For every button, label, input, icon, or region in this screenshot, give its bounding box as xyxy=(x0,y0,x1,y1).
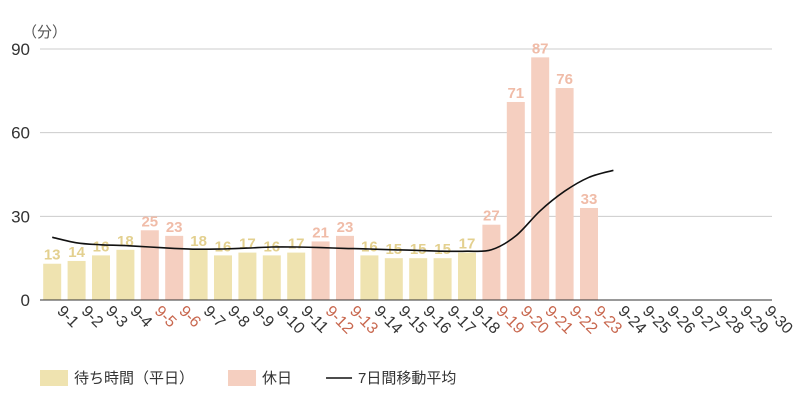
bar xyxy=(116,249,135,300)
legend-swatch xyxy=(228,370,257,386)
gridlines xyxy=(40,48,772,217)
data-label: 25 xyxy=(141,213,158,230)
bar xyxy=(506,101,525,300)
x-axis-ticks: 9-19-29-39-49-59-69-79-89-99-109-119-129… xyxy=(53,303,795,338)
bar xyxy=(531,57,550,300)
data-label: 23 xyxy=(166,219,183,236)
legend-label: 休日 xyxy=(262,370,292,387)
data-label: 16 xyxy=(361,238,378,255)
bar xyxy=(384,258,403,300)
data-label: 16 xyxy=(215,238,232,255)
bar xyxy=(336,235,354,300)
x-tick-label: 9-5 xyxy=(151,303,179,331)
bar xyxy=(287,252,306,300)
data-label: 17 xyxy=(459,236,476,253)
data-label: 13 xyxy=(44,247,61,264)
data-label: 18 xyxy=(117,233,134,250)
data-label: 21 xyxy=(312,224,329,241)
x-tick-label: 9-9 xyxy=(249,303,277,331)
data-label: 14 xyxy=(68,244,85,261)
bar xyxy=(140,230,159,300)
y-tick-label: 0 xyxy=(21,291,30,310)
data-label: 87 xyxy=(532,40,549,57)
legend-label: 待ち時間（平日） xyxy=(74,370,194,387)
x-tick-label: 9-3 xyxy=(102,303,130,331)
bar xyxy=(43,263,62,300)
bar xyxy=(67,260,86,300)
bar xyxy=(409,258,428,300)
data-label: 27 xyxy=(483,208,500,225)
x-tick-label: 9-4 xyxy=(127,303,155,331)
x-tick-label: 9-1 xyxy=(53,303,81,331)
x-tick-label: 9-7 xyxy=(200,303,228,331)
bar xyxy=(360,255,379,300)
bar xyxy=(262,255,281,300)
data-label: 17 xyxy=(288,236,305,253)
bar xyxy=(555,88,574,301)
x-tick-label: 9-6 xyxy=(175,303,203,331)
legend-label: 7日間移動平均 xyxy=(358,370,456,387)
y-tick-label: 90 xyxy=(11,40,30,59)
x-tick-label: 9-10 xyxy=(273,303,308,338)
bar xyxy=(311,241,330,300)
x-tick-label: 9-8 xyxy=(224,303,252,331)
bar xyxy=(458,252,476,300)
y-unit-label: （分） xyxy=(22,24,67,41)
bar xyxy=(189,249,208,300)
y-tick-label: 30 xyxy=(11,207,30,226)
data-label: 17 xyxy=(239,236,256,253)
legend: 待ち時間（平日） 休日 7日間移動平均 xyxy=(40,370,456,387)
data-label: 33 xyxy=(581,191,598,208)
data-label: 71 xyxy=(507,85,524,102)
x-tick-label: 9-11 xyxy=(297,303,331,337)
x-tick-label: 9-2 xyxy=(78,303,106,331)
bar xyxy=(165,235,184,300)
bar xyxy=(482,224,501,300)
bars xyxy=(43,57,598,301)
data-label: 16 xyxy=(93,238,110,255)
data-label: 23 xyxy=(337,219,354,236)
bar xyxy=(214,255,232,300)
bar xyxy=(238,252,257,300)
bar xyxy=(433,258,452,300)
bar xyxy=(92,255,110,300)
y-tick-label: 60 xyxy=(11,124,30,143)
legend-swatch xyxy=(40,370,68,386)
data-label: 15 xyxy=(434,241,451,258)
moving-average-line xyxy=(52,169,614,253)
data-label: 18 xyxy=(190,233,207,250)
data-label: 76 xyxy=(556,71,573,88)
y-axis-ticks: 0 30 60 90 xyxy=(11,40,30,310)
bar xyxy=(580,207,598,300)
